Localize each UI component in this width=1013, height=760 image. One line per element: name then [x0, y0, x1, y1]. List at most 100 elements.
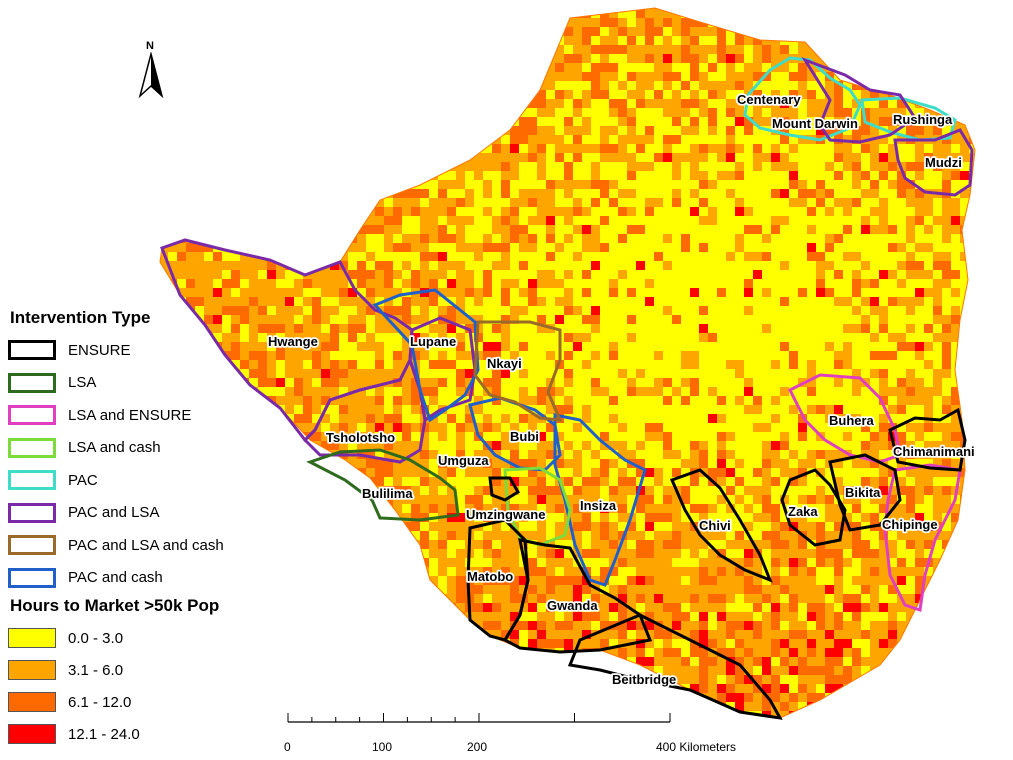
raster-cell [231, 108, 240, 117]
raster-cell [699, 72, 708, 81]
raster-cell [834, 81, 843, 90]
raster-cell [402, 225, 411, 234]
raster-cell [681, 189, 690, 198]
raster-cell [438, 72, 447, 81]
raster-cell [285, 288, 294, 297]
raster-cell [978, 378, 987, 387]
raster-cell [708, 108, 717, 117]
raster-cell [789, 297, 798, 306]
raster-cell [978, 432, 987, 441]
raster-cell [483, 279, 492, 288]
raster-cell [798, 198, 807, 207]
raster-cell [429, 135, 438, 144]
raster-cell [816, 207, 825, 216]
raster-cell [402, 180, 411, 189]
raster-cell [330, 378, 339, 387]
raster-cell [564, 288, 573, 297]
raster-cell [672, 63, 681, 72]
raster-cell [753, 441, 762, 450]
raster-cell [528, 459, 537, 468]
raster-cell [240, 225, 249, 234]
raster-cell [294, 189, 303, 198]
raster-cell [924, 117, 933, 126]
raster-cell [474, 153, 483, 162]
raster-cell [798, 432, 807, 441]
raster-cell [204, 63, 213, 72]
raster-cell [807, 162, 816, 171]
raster-cell [564, 216, 573, 225]
raster-cell [690, 369, 699, 378]
raster-cell [582, 360, 591, 369]
raster-cell [609, 72, 618, 81]
raster-cell [402, 45, 411, 54]
raster-cell [915, 27, 924, 36]
raster-cell [906, 288, 915, 297]
raster-cell [924, 225, 933, 234]
raster-cell [537, 315, 546, 324]
raster-cell [627, 63, 636, 72]
raster-cell [960, 261, 969, 270]
raster-cell [861, 243, 870, 252]
raster-cell [618, 8, 627, 9]
raster-cell [276, 90, 285, 99]
raster-cell [816, 234, 825, 243]
raster-cell [942, 162, 951, 171]
raster-cell [546, 171, 555, 180]
raster-cell [384, 477, 393, 486]
raster-cell [555, 153, 564, 162]
raster-cell [924, 18, 933, 27]
raster-cell [294, 27, 303, 36]
raster-cell [978, 279, 987, 288]
raster-cell [834, 144, 843, 153]
raster-cell [465, 432, 474, 441]
raster-cell [213, 117, 222, 126]
raster-cell [582, 36, 591, 45]
raster-cell [879, 432, 888, 441]
raster-cell [510, 405, 519, 414]
raster-cell [780, 450, 789, 459]
raster-cell [825, 117, 834, 126]
raster-cell [519, 135, 528, 144]
raster-cell [510, 378, 519, 387]
raster-cell [690, 261, 699, 270]
raster-cell [834, 117, 843, 126]
raster-cell [267, 189, 276, 198]
raster-cell [717, 459, 726, 468]
raster-cell [573, 8, 582, 9]
raster-cell [744, 9, 753, 18]
raster-cell [789, 459, 798, 468]
raster-cell [546, 144, 555, 153]
raster-cell [411, 153, 420, 162]
raster-cell [798, 99, 807, 108]
raster-cell [249, 288, 258, 297]
raster-cell [312, 180, 321, 189]
raster-cell [933, 54, 942, 63]
raster-cell [492, 252, 501, 261]
raster-cell [528, 207, 537, 216]
raster-cell [303, 450, 312, 459]
raster-cell [600, 306, 609, 315]
raster-cell [645, 108, 654, 117]
raster-cell [258, 423, 267, 432]
raster-cell [780, 144, 789, 153]
raster-cell [807, 36, 816, 45]
raster-cell [789, 432, 798, 441]
raster-cell [474, 63, 483, 72]
raster-cell [933, 198, 942, 207]
raster-cell [762, 306, 771, 315]
raster-cell [699, 342, 708, 351]
raster-cell [222, 342, 231, 351]
raster-cell [978, 153, 987, 162]
raster-cell [231, 18, 240, 27]
raster-cell [546, 189, 555, 198]
raster-cell [222, 180, 231, 189]
raster-cell [852, 351, 861, 360]
raster-cell [366, 279, 375, 288]
raster-cell [339, 378, 348, 387]
raster-cell [384, 63, 393, 72]
raster-cell [537, 297, 546, 306]
raster-cell [186, 171, 195, 180]
raster-cell [978, 243, 987, 252]
raster-cell [375, 243, 384, 252]
raster-cell [717, 8, 726, 9]
